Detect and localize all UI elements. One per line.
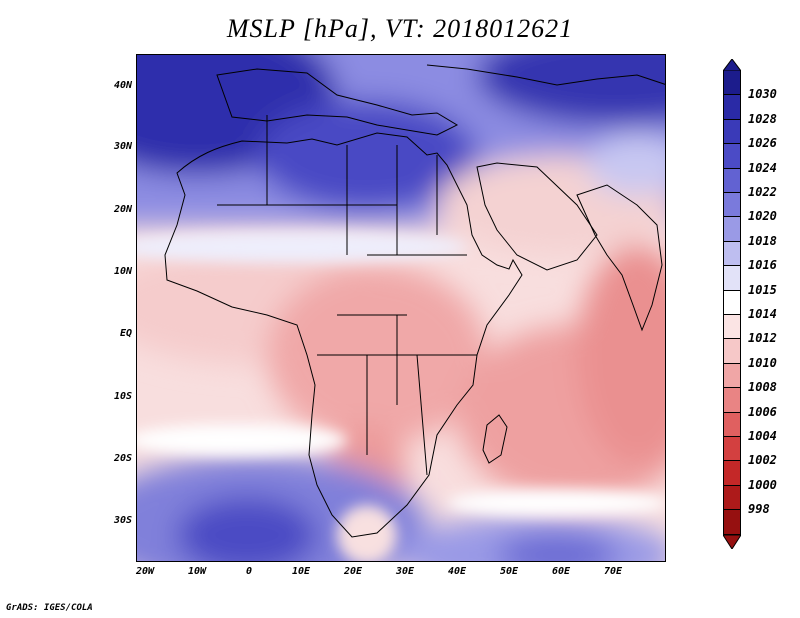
colorbar-swatch xyxy=(723,388,741,413)
colorbar-swatch xyxy=(723,217,741,242)
colorbar-swatch xyxy=(723,485,741,511)
colorbar-swatch xyxy=(723,315,741,340)
colorbar-label: 1000 xyxy=(748,477,777,492)
colorbar-label: 1030 xyxy=(748,87,777,102)
colorbar-swatch xyxy=(723,144,741,169)
colorbar-swatch xyxy=(723,119,741,145)
colorbar-swatch xyxy=(723,510,741,535)
colorbar-swatch xyxy=(723,290,741,315)
colorbar-label: 1004 xyxy=(748,429,777,443)
lon-label: 20W xyxy=(135,566,155,577)
lon-label: 70E xyxy=(603,566,623,577)
colorbar-swatch xyxy=(723,461,741,486)
colorbar-bottom-arrow xyxy=(723,534,741,549)
lon-label: 20E xyxy=(343,566,363,577)
colorbar-swatch xyxy=(723,95,741,120)
lat-label: EQ xyxy=(119,328,132,339)
coastlines xyxy=(164,64,665,538)
lat-label: 30N xyxy=(113,141,132,152)
colorbar-swatch xyxy=(723,193,741,218)
colorbar-label: 1006 xyxy=(748,404,777,419)
colorbar-label: 1020 xyxy=(748,209,777,224)
lon-label: 40E xyxy=(447,566,467,577)
colorbar-top-arrow xyxy=(723,59,741,71)
colorbar-swatch xyxy=(723,363,741,389)
colorbar-swatch xyxy=(723,339,741,364)
pressure-field xyxy=(137,55,665,561)
colorbar-label: 998 xyxy=(748,502,770,517)
lon-label: 0 xyxy=(245,566,253,577)
lon-label: 60E xyxy=(551,566,571,577)
lat-label: 10N xyxy=(113,266,132,277)
colorbar-label: 1024 xyxy=(748,160,777,175)
colorbar-label: 1028 xyxy=(748,111,777,126)
lat-label: 40N xyxy=(113,80,132,91)
colorbar-label: 1026 xyxy=(748,136,777,151)
lat-label: 20S xyxy=(113,453,132,464)
colorbar-swatch xyxy=(723,71,741,96)
colorbar-swatch xyxy=(723,241,741,267)
lat-label: 20N xyxy=(113,204,132,215)
map-panel xyxy=(136,54,666,562)
colorbar-label: 1018 xyxy=(748,233,777,248)
lon-label: 50E xyxy=(499,566,519,577)
lon-label: 30E xyxy=(395,566,415,577)
colorbar-label: 1016 xyxy=(748,258,777,273)
lat-label: 10S xyxy=(113,391,132,402)
colorbar-label: 1014 xyxy=(748,307,777,321)
colorbar-label: 1022 xyxy=(748,185,777,199)
colorbar-label: 1015 xyxy=(748,282,777,297)
credit-text: GrADS: IGES/COLA xyxy=(6,603,93,613)
colorbar-label: 1010 xyxy=(748,355,777,370)
colorbar-swatch xyxy=(723,412,741,437)
colorbar-label: 1002 xyxy=(748,453,777,468)
chart-title: MSLP [hPa], VT: 2018012621 xyxy=(226,14,574,43)
lat-label: 30S xyxy=(113,515,132,526)
colorbar-swatch xyxy=(723,168,741,193)
colorbar-swatch xyxy=(723,266,741,291)
colorbar-label: 1008 xyxy=(748,380,777,395)
lon-label: 10E xyxy=(291,566,311,577)
colorbar-swatch xyxy=(723,437,741,462)
lon-label: 10W xyxy=(187,566,207,577)
colorbar-label: 1012 xyxy=(748,331,777,346)
